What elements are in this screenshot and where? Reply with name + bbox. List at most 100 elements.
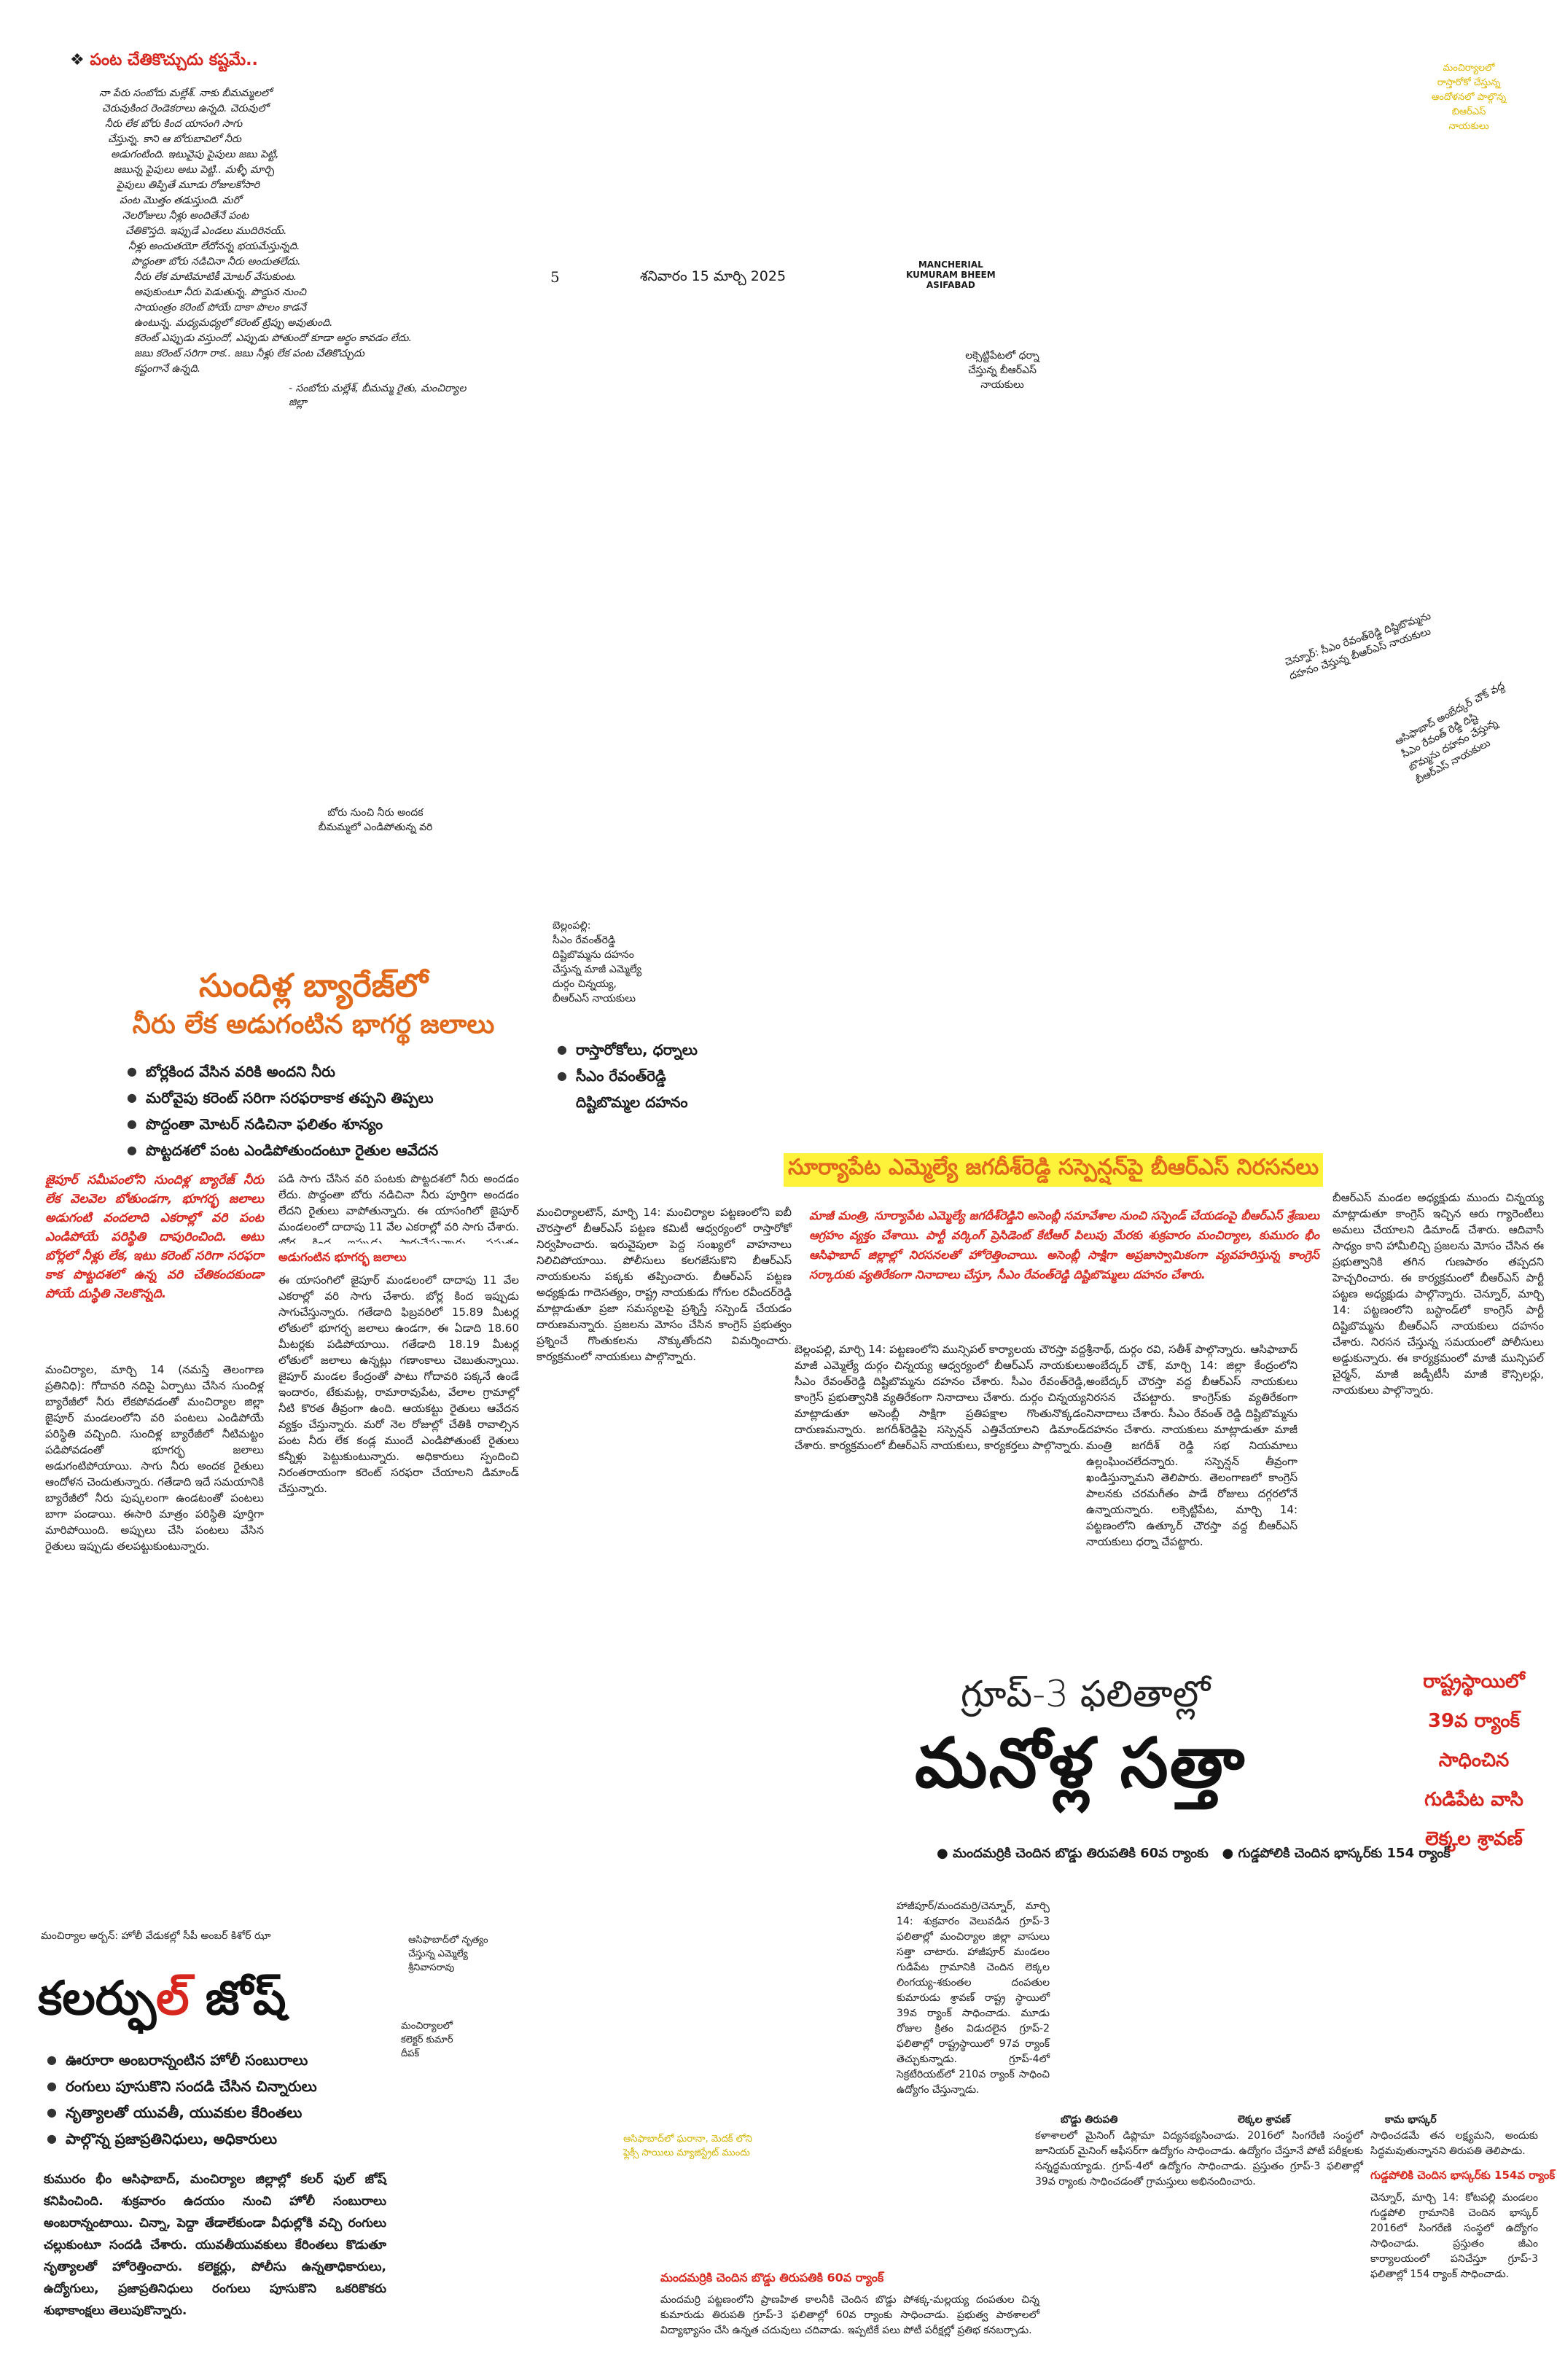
caption-line: ఆందోళనలో పాల్గొన్న: [1431, 92, 1507, 103]
farmer-quote-line: పైపులు తిప్పితే మూడు రోజులకోసారి: [117, 179, 260, 191]
caption-line: మంచిర్యాలలో: [401, 2021, 453, 2032]
farmer-quote-line: చెరువుకింద రెండెకరాలు ఉన్నది. చెరువులో: [102, 103, 269, 114]
page-date: శనివారం 15 మార్చి 2025: [640, 268, 787, 284]
group3-bullet-2: గుడ్డపోలికి చెందిన భాస్కర్‌కు 154 ర్యాంక…: [1238, 1846, 1451, 1861]
farmer-quote-line: నీళ్లు అందుతయో లేదోనన్న భయమేస్తున్నది.: [128, 241, 300, 252]
caption-line: ఆసిఫాబాద్‌లో నృత్యం: [408, 1935, 488, 1946]
brs-col4: బీఆర్ఎస్ మండల అధ్యక్షుడు ముందు చిన్నయ్య …: [1332, 1191, 1548, 1397]
caption-line: చేస్తున్న ఎమ్మెల్యే: [408, 1948, 468, 1959]
caption-line: మంచిర్యాలలో: [1443, 63, 1495, 74]
group3-col-bhaskar: సాధించడమే తన లక్ష్యమని, అందుకు సిద్ధమవుత…: [1370, 2130, 1542, 2157]
bellampalli-photo-caption: బెల్లంపల్లి: సీఎం రేవంత్‌రెడ్డి దిష్టిబొమ్…: [553, 918, 698, 1006]
brs-bullet-item: సీఎం రేవంత్‌రెడ్డి దిష్టిబొమ్మల దహనం: [554, 1063, 714, 1115]
group3-side-highlight: రాష్ట్రస్థాయిలో 39వ ర్యాంక్ సాధించిన గుడ…: [1401, 1662, 1547, 1859]
brs-bullet-list: రాస్తారోకోలు, ధర్నాలుసీఎం రేవంత్‌రెడ్డి …: [554, 1037, 714, 1115]
caption-line: దిష్టిబొమ్మను దహనం: [553, 949, 634, 961]
farmer-quote-line: చేతికొస్తది. ఇప్పుడే ఎండలు ముదిరినయ్.: [125, 225, 287, 237]
barrage-col1: మంచిర్యాల, మార్చి 14 (నమస్తే తెలంగాణ ప్ర…: [45, 1363, 268, 1553]
barrage-headline-line2: నీరు లేక అడుగంటిన భాగర్థ జలాలు: [132, 1010, 495, 1039]
farmer-quote-lines: నా పేరు సంబోదు మల్లేశ్. నాకు బీమమ్మలలో చె…: [70, 86, 478, 377]
page-number: 5: [550, 268, 560, 286]
diamond-bullet-icon: ❖: [70, 51, 85, 69]
barrage-intro: జైపూర్ సమీపంలోని సుందిళ్ల బ్యారేజ్ నీరు …: [45, 1173, 268, 1301]
holi-bullet-item: పాల్గొన్న ప్రజాప్రతినిధులు, అధికారులు: [44, 2126, 386, 2152]
photo-caption-tirupati: బొడ్డు తిరుపతి: [1061, 2114, 1118, 2126]
photo-caption-bhaskar: కామ భాస్కర్: [1385, 2114, 1437, 2126]
holi-headline-part1: కలర్: [38, 1972, 157, 2026]
holi-intro: కుమురం భీం ఆసిఫాబాద్, మంచిర్యాల జిల్లాల్…: [44, 2172, 391, 2318]
farmer-quote-line: అడుగంటింది. ఇటువైపు పైపులు జబు పెట్టి,: [111, 149, 279, 160]
barrage-col3: ఈ యాసంగిలో జైపూర్ మండలంలో దాదాపు 11 వేల …: [278, 1273, 523, 1495]
farmer-quote-attribution: - సంబోదు మల్లేశ్, బీమమ్మ రైతు, మంచిర్యాల…: [289, 383, 467, 408]
barrage-story-headline: సుందిళ్ల బ్యారేజ్‌లో నీరు లేక అడుగంటిన భ…: [124, 966, 503, 1043]
group3-side-line2: 39వ ర్యాంక్: [1427, 1710, 1521, 1732]
farmer-quote-line: జబున్న పైపులు అటు పెట్టి.. మళ్ళీ మార్చి: [114, 164, 275, 176]
farmer-quote-line: అపుకుంటూ నీరు పెడుతున్న. పొద్దున నుంచి: [134, 286, 306, 298]
holi-bullet-item: రంగులు పూసుకొని సందడి చేసిన చిన్నారులు: [44, 2073, 386, 2099]
group3-bullets: ● మందమర్రికి చెందిన బొడ్డు తిరుపతికి 60వ…: [937, 1846, 1451, 1864]
group3-col-sravan: కళాశాలలో మైనింగ్ డిప్లొమా విద్యనభ్యసించా…: [1035, 2130, 1367, 2188]
group3-col-mandamarri: మందమర్రి పట్టణంలోని ప్రాణహిత కాలనీకి చెం…: [660, 2294, 1043, 2336]
farmer-quote-line: పొద్దంతా బోరు నడిచినా నీరు అందుతలేదు.: [131, 256, 301, 268]
brs-col1: మంచిర్యాలటౌన్, మార్చి 14: మంచిర్యాల పట్ట…: [536, 1206, 795, 1363]
group3-bullet-1: మందమర్రికి చెందిన బొడ్డు తిరుపతికి 60వ ర…: [953, 1846, 1209, 1861]
holi-kicker: మంచిర్యాల అర్బన్: హోలీ వేడుకల్లో సీపీ అం…: [41, 1930, 271, 1942]
caption-line: లక్సెట్టిపేటలో ధర్నా: [965, 350, 1039, 362]
caption-line: నాయకులు: [980, 379, 1024, 391]
edition-label: MANCHERIAL KUMURAM BHEEM ASIFABAD: [906, 260, 996, 290]
top-right-photo-caption: మంచిర్యాలలో రాస్తారోకో చేస్తున్న ఆందోళనలో …: [1414, 61, 1523, 134]
edition-line-2: KUMURAM BHEEM: [906, 270, 996, 280]
brs-headline-text: సూర్యాపేట ఎమ్మెల్యే జగదీశ్‌రెడ్డి సస్పెన…: [784, 1153, 1324, 1187]
farmer-quote-block: ❖ పంట చేతికొచ్చుదు కష్టమే.. నా పేరు సంబో…: [70, 51, 478, 410]
asifabad-photo-caption: ఆసిఫాబాద్ అంబేద్కర్ చౌక్ వద్ద సీఎం రేవంత్…: [1392, 661, 1557, 788]
caption-line: నాయకులు: [1448, 121, 1489, 132]
barrage-bullet-item: మరోవైపు కరెంట్ సరిగా సరఫరాకాక తప్పని తిప…: [124, 1085, 518, 1111]
holi-bullet-item: నృత్యాలతో యువతీ, యువకుల కేరింతలు: [44, 2099, 386, 2126]
holi-caption-mancherial: మంచిర్యాలలో కలెక్టర్ కుమార్ దీపక్: [401, 2019, 532, 2061]
chennur-photo-caption: చెన్నూర్: సీఎం రేవంత్‌రెడ్డి దిష్టిబొమ్మ…: [1283, 593, 1486, 684]
farmer-quote-line: ఉంటున్న. మధ్యమధ్యలో కరెంట్ ట్రిప్పు అవుత…: [134, 317, 333, 329]
holi-headline-part3: జోష్: [205, 1972, 286, 2026]
group3-side-line3: సాధించిన: [1438, 1749, 1510, 1771]
caption-line: బెల్లంపల్లి:: [553, 920, 591, 932]
farmer-quote-line: నెలరోజులు నీళ్లు అందితేనే పంట: [122, 210, 249, 222]
group3-intro-col: హాజీపూర్/మందమర్రి/చెన్నూర్, మార్చి 14: శ…: [897, 1900, 1053, 2096]
barrage-bullet-item: పొట్టదశలో పంట ఎండిపోతుందంటూ రైతుల ఆవేదన: [124, 1137, 518, 1163]
group3-side-line1: రాష్ట్రస్థాయిలో: [1423, 1671, 1525, 1693]
barrage-subhead: అడుగంటిన భూగర్భ జలాలు: [278, 1250, 407, 1264]
farmer-quote-line: జబు కరెంట్ సరిగా రాక.. జబు నీళ్లు లేక పం…: [134, 348, 364, 359]
caption-line: చేస్తున్న మాజీ ఎమ్మెల్యే: [553, 964, 642, 975]
barrage-bullet-item: పొద్దంతా మోటర్ నడిచినా ఫలితం శూన్యం: [124, 1111, 518, 1137]
barrage-headline-line1: సుందిళ్ల బ్యారేజ్‌లో: [198, 967, 429, 1004]
group3-subhead-mandamarri: మందమర్రికి చెందిన బొడ్డు తిరుపతికి 60వ ర…: [660, 2271, 884, 2285]
brs-intro: మాజీ మంత్రి, సూర్యాపేట ఎమ్మెల్యే జగదీశ్‌…: [809, 1209, 1324, 1281]
holi-headline-part2: ఫుల్: [156, 1972, 190, 2026]
photo-caption-left-yellow: ఆసిఫాబాద్‌లో ఘరానా, మెదక్ లోని ఫ్లెక్సీ …: [623, 2134, 752, 2158]
holi-caption-asifabad: ఆసిఫాబాద్‌లో నృత్యం చేస్తున్న ఎమ్మెల్యే శ్…: [408, 1933, 539, 1975]
group3-side-line4: గుడిపేట వాసి: [1424, 1789, 1523, 1811]
caption-line: రాస్తారోకో చేస్తున్న: [1437, 77, 1501, 88]
farmer-quote-line: కష్టంగానే ఉన్నది.: [134, 363, 201, 375]
farmer-quote-line: నీరు లేక మాటిమాటికీ మోటర్ వేసుకుంట.: [134, 271, 297, 283]
farmer-quote-line: నా పేరు సంబోదు మల్లేశ్. నాకు బీమమ్మలలో: [99, 87, 272, 99]
group3-kicker: గ్రూప్-3 ఫలితాల్లో: [961, 1673, 1211, 1715]
brs-bullet-item: రాస్తారోకోలు, ధర్నాలు: [554, 1037, 714, 1063]
group3-headline: మనోళ్ల సత్తా: [915, 1724, 1246, 1803]
edition-line-1: MANCHERIAL: [918, 260, 983, 270]
bullet-dot-icon: ●: [937, 1846, 948, 1861]
holi-bullet-item: ఊరూరా అంబరాన్నంటిన హోలీ సంబురాలు: [44, 2047, 386, 2073]
group3-subhead-bhaskar: గుడ్డపోలికి చెందిన భాస్కర్‌కు 154వ ర్యాం…: [1370, 2169, 1556, 2182]
photo-caption-sravan: లెక్కల శ్రావణ్: [1238, 2114, 1291, 2126]
barrage-col2: పడి సాగు చేసిన వరి పంటకు పొట్టదశలో నీరు …: [278, 1172, 519, 1244]
bullet-dot-icon: ●: [1222, 1846, 1234, 1861]
caption-line: దీపక్: [401, 2048, 420, 2059]
caption-line: కలెక్టర్ కుమార్: [401, 2034, 453, 2045]
caption-line: చేస్తున్న బీఆర్ఎస్: [968, 364, 1037, 376]
brs-headline: సూర్యాపేట ఎమ్మెల్యే జగదీశ్‌రెడ్డి సస్పెన…: [784, 1153, 1513, 1187]
caption-line: బిఆర్ఎస్: [1451, 106, 1486, 117]
barrage-bullet-list: బోర్లకింద వేసిన వరికి అందని నీరుమరోవైపు …: [124, 1058, 518, 1163]
caption-line: బీమమ్మలో ఎండిపోతున్న వరి: [318, 822, 433, 833]
farmer-quote-title-text: పంట చేతికొచ్చుదు కష్టమే..: [90, 51, 258, 69]
farmer-quote-line: చేస్తున్న. కాని ఆ బోరుబావిలో నీరు: [108, 133, 241, 145]
caption-line: శ్రీనివాసరావు: [408, 1962, 455, 1973]
